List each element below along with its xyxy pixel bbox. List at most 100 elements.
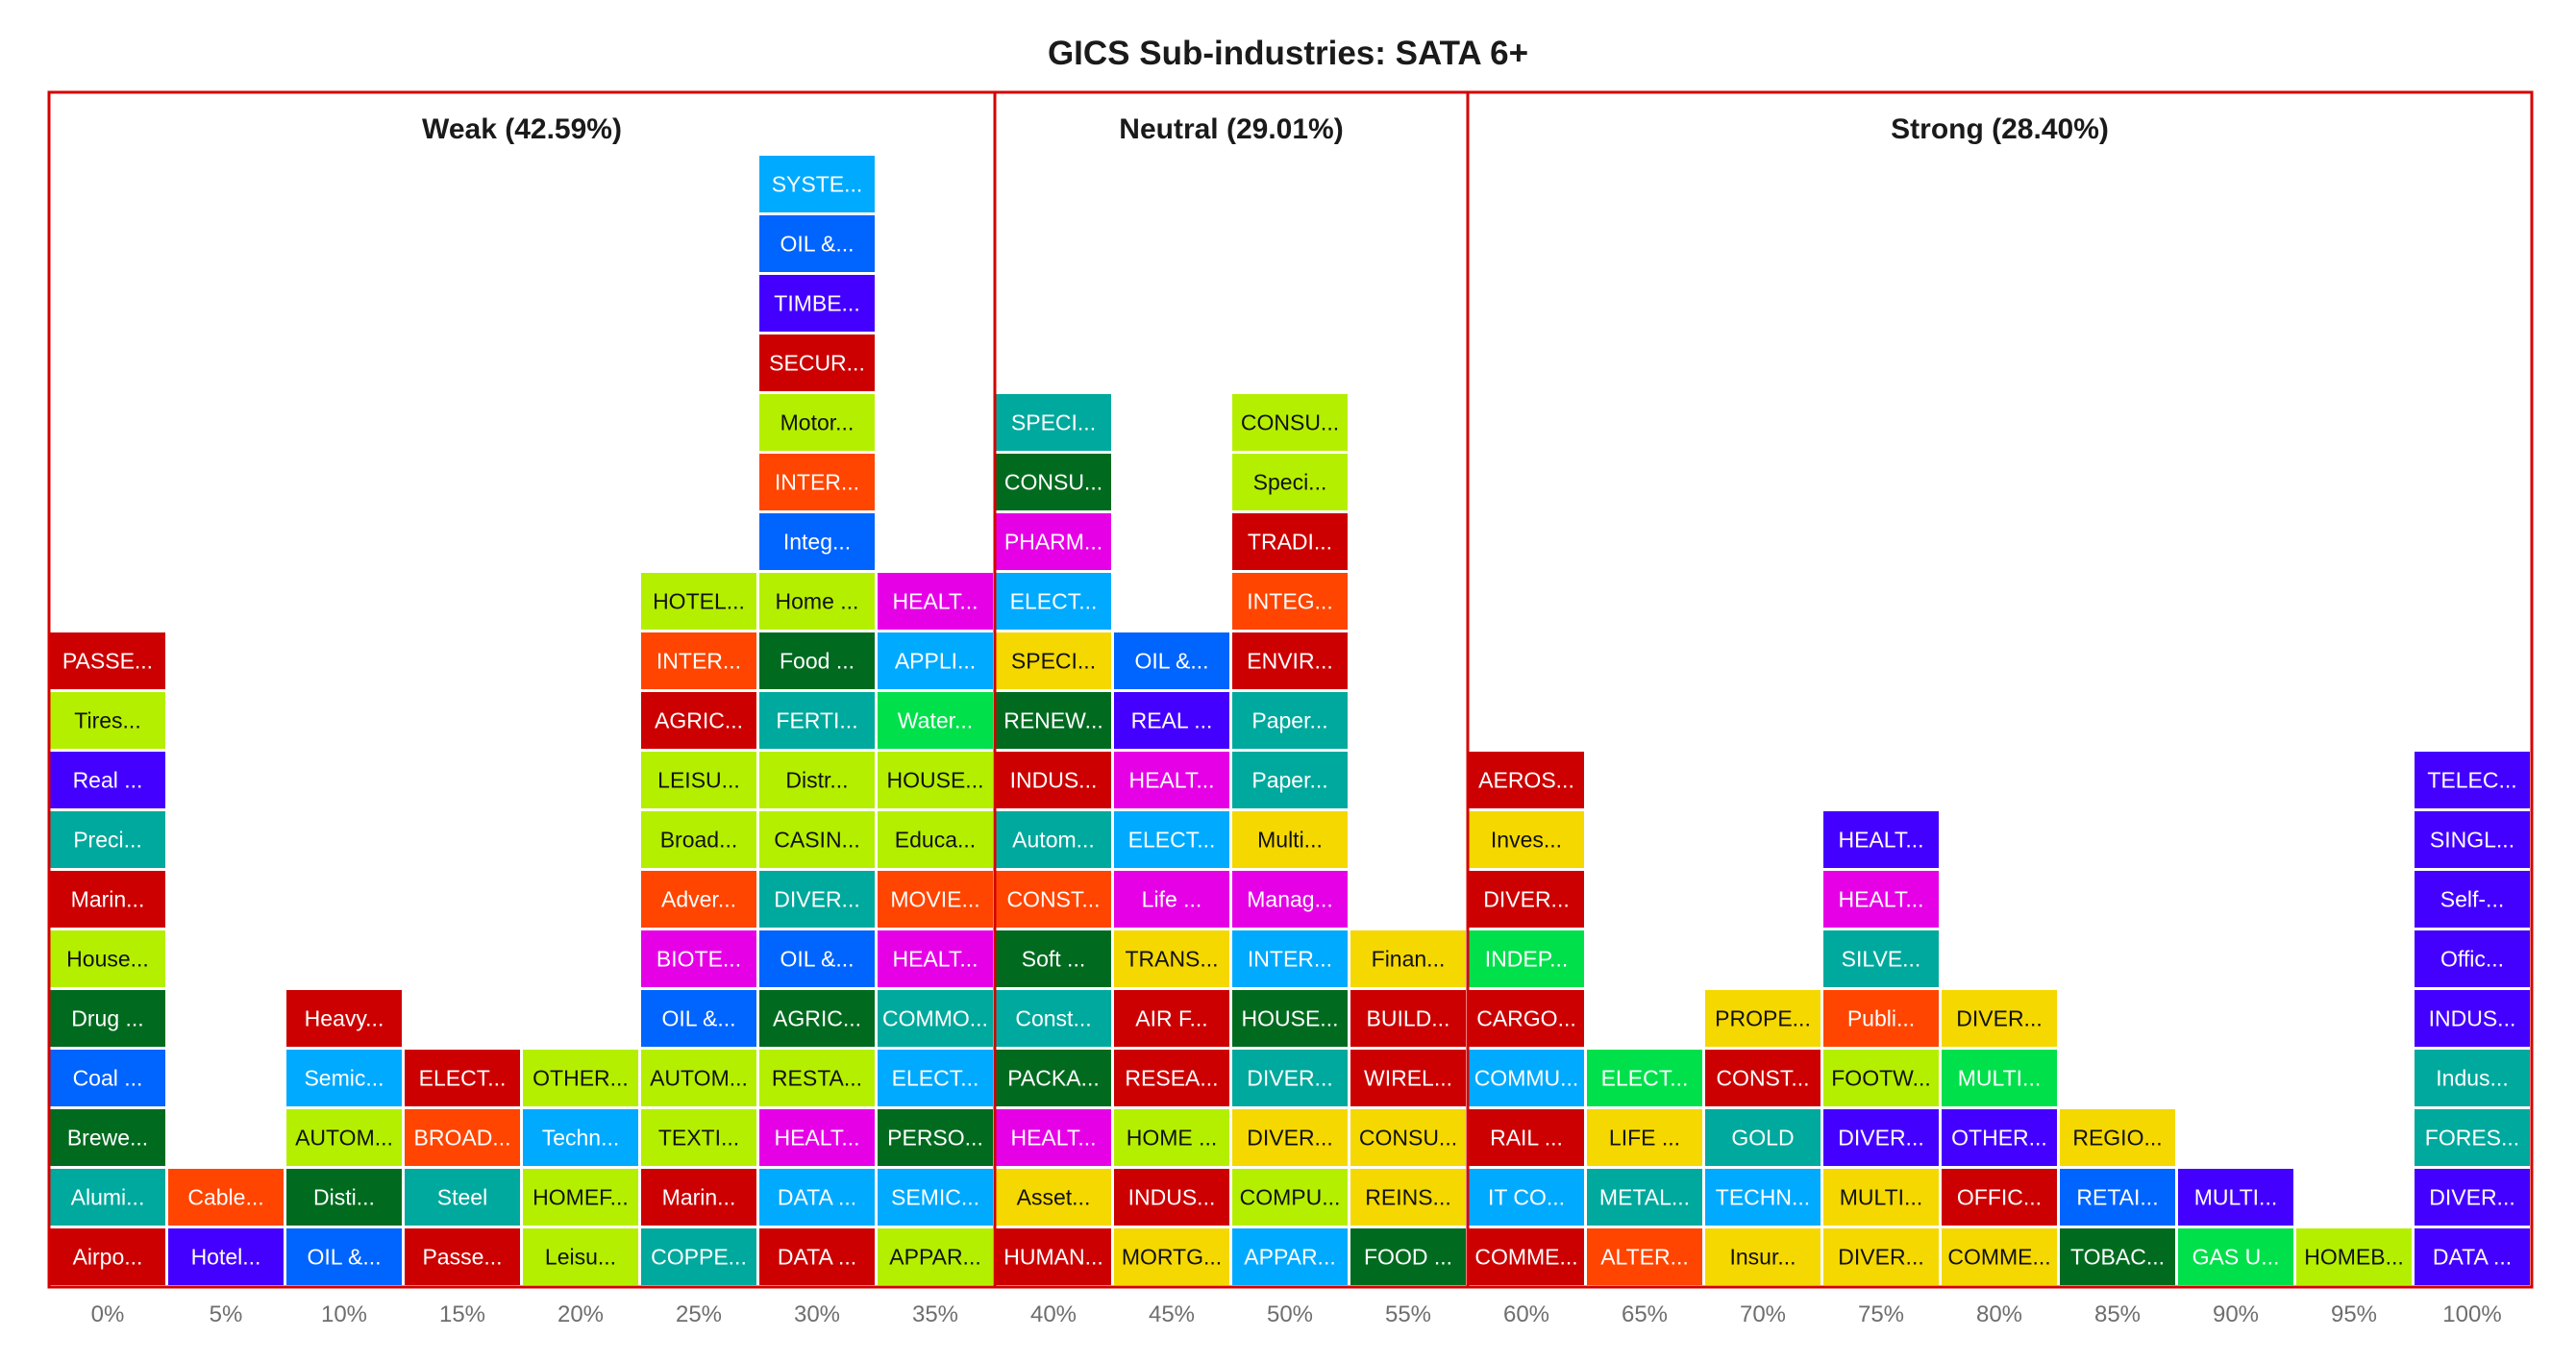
cell-box	[996, 1109, 1111, 1166]
cell-label: MULTI...	[1958, 1066, 2041, 1091]
cell: MULTI...	[1942, 1050, 2057, 1106]
cell-label: APPAR...	[1244, 1245, 1335, 1270]
cell-box	[286, 1050, 402, 1106]
cell-box	[1587, 1050, 1702, 1106]
cell: PASSE...	[50, 632, 165, 689]
cell-label: Water...	[898, 708, 973, 733]
cell-box	[1469, 752, 1584, 808]
cell-label: OIL &...	[780, 232, 854, 257]
cell-box	[1232, 454, 1348, 510]
cell: PACKA...	[996, 1050, 1111, 1106]
cell-label: HEALT...	[1128, 768, 1214, 793]
cell-box	[759, 513, 875, 570]
cell-label: ELECT...	[892, 1066, 979, 1091]
cell-label: COMME...	[1474, 1245, 1577, 1270]
cell-box	[523, 1109, 638, 1166]
section-label: Weak (42.59%)	[422, 113, 622, 145]
cell-label: CONSU...	[1241, 410, 1339, 435]
cell-box	[1232, 513, 1348, 570]
cell: ELECT...	[996, 573, 1111, 630]
cell-label: AGRIC...	[773, 1006, 861, 1031]
cell-label: TEXTI...	[658, 1126, 739, 1151]
cell: Tires...	[50, 692, 165, 749]
cell-box	[286, 1109, 402, 1166]
cell: HOTEL...	[641, 573, 756, 630]
cell: Paper...	[1232, 692, 1348, 749]
cell-box	[1114, 1109, 1229, 1166]
cell-box	[286, 990, 402, 1047]
cell-box	[759, 1169, 875, 1226]
cell-box	[759, 811, 875, 868]
cell: HOUSE...	[878, 752, 993, 808]
cell: DIVER...	[2415, 1169, 2530, 1226]
cell-box	[1232, 394, 1348, 451]
cell-label: COMMO...	[882, 1006, 988, 1031]
cell-label: HOUSE...	[887, 768, 984, 793]
cell-label: BUILD...	[1367, 1006, 1450, 1031]
cell: INDEP...	[1469, 930, 1584, 987]
cell-label: REINS...	[1365, 1185, 1450, 1210]
cell-box	[1469, 811, 1584, 868]
cell: Techn...	[523, 1109, 638, 1166]
cell-box	[1114, 1228, 1229, 1285]
cell-box	[641, 811, 756, 868]
cell: OFFIC...	[1942, 1169, 2057, 1226]
cell-box	[759, 335, 875, 391]
cell-box	[50, 811, 165, 868]
cell-box	[523, 1169, 638, 1226]
cell-box	[2415, 1228, 2530, 1285]
cell-box	[50, 1228, 165, 1285]
cell-box	[996, 513, 1111, 570]
cell-label: DIVER...	[1483, 887, 1569, 912]
cell-label: DATA ...	[2433, 1245, 2512, 1270]
cell-box	[1469, 990, 1584, 1047]
cell-label: HEALT...	[1010, 1126, 1096, 1151]
cell-box	[2415, 1050, 2530, 1106]
cell: Steel	[405, 1169, 520, 1226]
x-tick-label: 75%	[1858, 1301, 1904, 1327]
cell: CARGO...	[1469, 990, 1584, 1047]
cell-label: SPECI...	[1011, 410, 1096, 435]
cell-box	[1942, 1109, 2057, 1166]
cell-label: GOLD	[1731, 1126, 1794, 1151]
cell-label: Paper...	[1251, 708, 1327, 733]
cell-label: FERTI...	[776, 708, 857, 733]
cell-label: Integ...	[783, 530, 851, 555]
cell-box	[1587, 1109, 1702, 1166]
cell-label: Preci...	[73, 828, 142, 853]
cell: WIREL...	[1350, 1050, 1466, 1106]
cell-label: INDUS...	[1128, 1185, 1216, 1210]
cell-label: HUMAN...	[1003, 1245, 1103, 1270]
cell: MULTI...	[2178, 1169, 2293, 1226]
cell-box	[759, 1109, 875, 1166]
cell: DATA ...	[2415, 1228, 2530, 1285]
cell-box	[168, 1169, 284, 1226]
cell-box	[878, 573, 993, 630]
cell-box	[641, 871, 756, 928]
cell-label: SINGL...	[2430, 828, 2514, 853]
x-tick-label: 65%	[1622, 1301, 1668, 1327]
cell: TRANS...	[1114, 930, 1229, 987]
x-tick-label: 55%	[1385, 1301, 1431, 1327]
cell: Manag...	[1232, 871, 1348, 928]
cell: RENEW...	[996, 692, 1111, 749]
cell-label: SECUR...	[769, 351, 865, 376]
cell-box	[286, 1228, 402, 1285]
cell-label: APPAR...	[889, 1245, 980, 1270]
cell: BUILD...	[1350, 990, 1466, 1047]
cell-label: CONSU...	[1004, 470, 1102, 495]
cell-label: OIL &...	[661, 1006, 735, 1031]
cell-label: Passe...	[422, 1245, 502, 1270]
cell-label: Home ...	[776, 589, 859, 614]
cell-label: PACKA...	[1007, 1066, 1099, 1091]
cell-box	[2296, 1228, 2412, 1285]
cell-label: LIFE ...	[1609, 1126, 1680, 1151]
cell: RESTA...	[759, 1050, 875, 1106]
cell-label: DATA ...	[778, 1245, 856, 1270]
cell: Broad...	[641, 811, 756, 868]
cell: HOME ...	[1114, 1109, 1229, 1166]
cell-label: Brewe...	[67, 1126, 148, 1151]
cell-label: CONST...	[1716, 1066, 1809, 1091]
x-tick-label: 70%	[1740, 1301, 1786, 1327]
cell-box	[1350, 1169, 1466, 1226]
